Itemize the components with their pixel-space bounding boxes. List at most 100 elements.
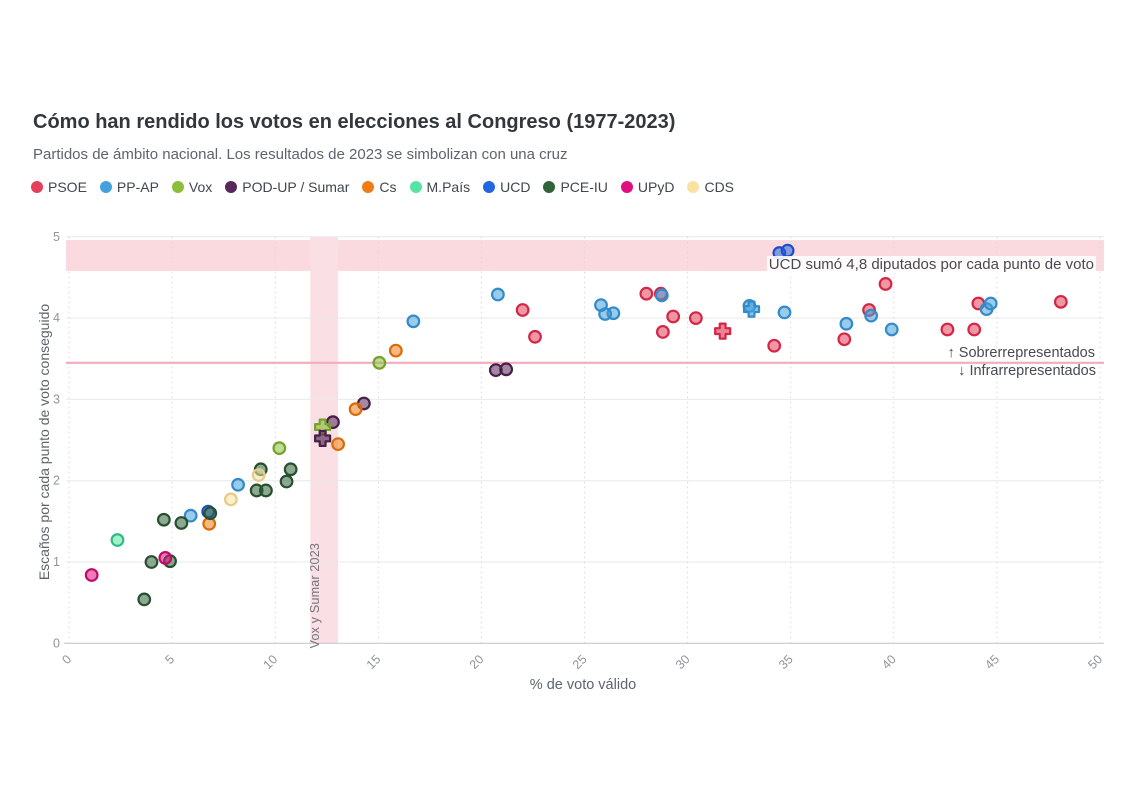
legend: PSOE PP-AP Vox POD-UP / Sumar Cs M.País UCD PCE… [31,179,734,195]
cross-marker-2023-POD-UP / Sumar[interactable] [314,429,332,448]
legend-swatch-dot [620,181,633,193]
legend-item: PP-AP [99,179,159,195]
data-point-PCE-IU[interactable] [203,506,218,521]
y-tick-label: 2 [53,474,60,488]
data-point-PCE-IU[interactable] [156,512,171,527]
x-tick-label: 5 [162,652,177,667]
data-point-CDS[interactable] [251,468,266,482]
x-tick-label: 10 [261,652,281,672]
y-tick-label: 5 [53,230,60,244]
x-tick-label: 25 [570,652,590,672]
data-point-PP-AP[interactable] [406,314,421,329]
data-point-PP-AP[interactable] [864,308,879,323]
x-tick-label: 45 [982,652,1002,672]
y-tick-label: 4 [53,311,60,325]
data-point-PCE-IU[interactable] [279,474,294,489]
data-point-PSOE[interactable] [837,332,852,347]
data-point-Vox[interactable] [272,441,287,456]
data-point-Cs[interactable] [331,437,345,452]
legend-swatch-dot [483,181,496,193]
x-axis-title: % de voto válido [529,677,637,693]
x-tick-label: 40 [879,652,899,672]
data-point-PCE-IU[interactable] [174,516,189,530]
data-point-PP-AP[interactable] [839,316,854,331]
x-tick-label: 35 [776,652,796,672]
data-point-PSOE[interactable] [767,338,782,353]
data-point-M.País[interactable] [110,533,125,547]
legend-item: CDS [687,179,734,195]
x-tick-label: 50 [1085,652,1105,672]
legend-item: Vox [171,179,213,195]
legend-item: UPyD [620,179,674,195]
data-point-Vox[interactable] [372,355,387,370]
legend-swatch-dot [543,181,556,193]
data-point-PCE-IU[interactable] [144,555,159,569]
legend-item-label: UCD [500,179,531,195]
y-tick-label: 1 [53,555,60,569]
data-point-PP-AP[interactable] [884,322,899,337]
cross-marker-2023-PSOE[interactable] [714,322,732,340]
data-point-PP-AP[interactable] [183,508,198,523]
legend-item-label: PSOE [48,179,87,195]
legend-item-label: Vox [188,179,213,195]
legend-item: POD-UP / Sumar [225,179,349,195]
data-point-PSOE[interactable] [1053,294,1068,309]
data-point-PP-AP[interactable] [490,287,505,302]
data-point-PSOE[interactable] [666,309,681,324]
legend-swatch-dot [225,181,238,193]
legend-swatch-dot [171,181,184,193]
data-point-PSOE[interactable] [515,303,530,317]
legend-swatch-dot [31,181,43,193]
threshold-line [66,361,1104,364]
data-point-UCD[interactable] [780,243,795,258]
annotation-ucd-note: UCD sumó 4,8 diputados por cada punto de… [766,256,1096,273]
legend-item-label: PCE-IU [560,179,608,195]
legend-item: UCD [483,179,530,195]
data-point-PSOE[interactable] [655,325,670,339]
data-point-POD-UP / Sumar[interactable] [499,362,514,377]
legend-swatch-dot [409,181,422,193]
data-point-UPyD[interactable] [158,551,173,565]
data-point-PP-AP[interactable] [594,298,608,312]
data-point-PCE-IU[interactable] [283,462,298,477]
data-point-PSOE[interactable] [940,322,955,337]
x-tick-label: 15 [364,652,384,672]
y-axis-title: Escaños por cada punto de voto conseguid… [36,303,52,581]
legend-item-label: PP-AP [116,179,159,195]
data-point-UPyD[interactable] [84,568,99,582]
legend-swatch-dot [362,181,375,193]
data-point-PP-AP[interactable] [777,305,792,320]
legend-item: PCE-IU [543,179,608,195]
data-point-PSOE[interactable] [878,277,893,291]
x-tick-label: 0 [59,652,74,667]
legend-item-label: POD-UP / Sumar [242,179,350,195]
data-point-PSOE[interactable] [528,329,542,344]
data-point-PP-AP[interactable] [231,477,245,492]
data-point-PP-AP[interactable] [983,296,998,311]
legend-item: Cs [362,179,397,195]
legend-item: PSOE [31,179,87,195]
data-point-Cs[interactable] [348,402,363,417]
data-point-PSOE[interactable] [639,286,654,301]
legend-item-label: CDS [704,179,735,195]
data-point-PSOE[interactable] [688,311,703,326]
data-point-PSOE[interactable] [967,322,982,337]
data-point-PCE-IU[interactable] [259,483,273,498]
cross-marker-2023-PP-AP[interactable] [742,300,761,318]
chart-title: Cómo han rendido los votos en elecciones… [33,111,676,133]
legend-swatch-dot [687,181,700,193]
y-tick-label: 0 [53,636,60,650]
legend-item-label: Cs [379,179,397,195]
data-point-PP-AP[interactable] [654,288,669,303]
data-point-PCE-IU[interactable] [137,592,152,607]
legend-item: M.País [409,179,471,195]
y-tick-label: 3 [53,392,60,406]
data-point-Cs[interactable] [388,343,403,358]
data-point-CDS[interactable] [223,492,238,507]
chart-subtitle: Partidos de ámbito nacional. Los resulta… [33,146,568,163]
x-tick-label: 30 [673,652,693,672]
x-tick-label: 20 [467,652,487,672]
legend-item-label: M.País [426,179,471,195]
legend-swatch-dot [99,181,112,193]
